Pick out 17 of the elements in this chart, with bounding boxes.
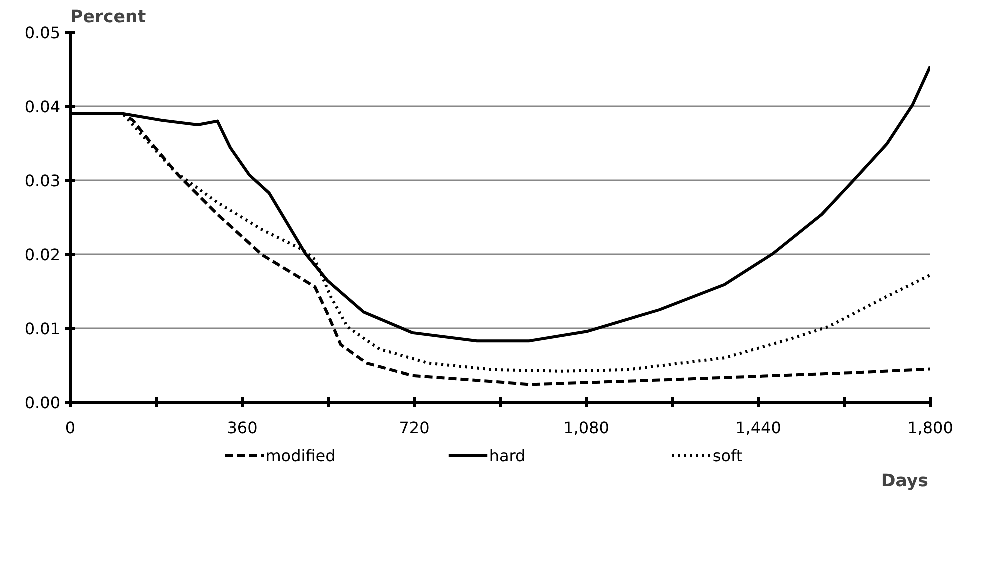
x-tick-label: 360 <box>227 418 258 438</box>
y-tick-label: 0.02 <box>24 246 60 264</box>
legend-label: modified <box>266 446 336 466</box>
x-tick-label: 0 <box>65 418 76 438</box>
y-axis-title: Percent <box>70 8 146 28</box>
y-tick-label: 0.01 <box>24 320 60 338</box>
legend-label: soft <box>712 446 743 466</box>
x-tick-label: 1,080 <box>564 418 610 438</box>
x-tick-label: 1,800 <box>908 418 954 438</box>
x-tick-label: 720 <box>399 418 430 438</box>
x-axis-title: Days <box>881 472 929 492</box>
legend-label: hard <box>489 446 526 466</box>
y-tick-label: 0.04 <box>24 98 60 116</box>
y-tick-label: 0.00 <box>24 394 60 412</box>
y-tick-label: 0.05 <box>24 24 60 42</box>
x-tick-label: 1,440 <box>736 418 782 438</box>
y-tick-label: 0.03 <box>24 172 60 190</box>
